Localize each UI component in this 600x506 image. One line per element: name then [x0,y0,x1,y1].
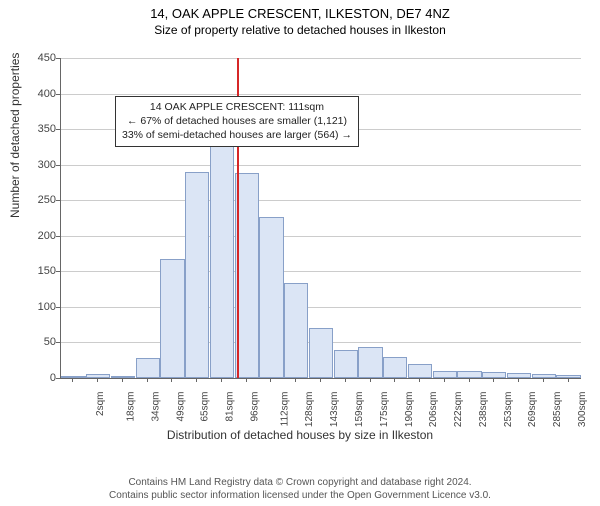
x-tick-mark [320,378,321,382]
y-tick-mark [56,378,60,379]
histogram-bar [334,350,358,378]
x-tick-mark [196,378,197,382]
y-tick-label: 450 [16,52,56,64]
x-tick-mark [122,378,123,382]
x-tick-mark [469,378,470,382]
x-tick-label: 190sqm [404,392,415,428]
histogram-bar [358,347,382,378]
x-tick-label: 175sqm [379,392,390,428]
x-tick-mark [171,378,172,382]
x-tick-label: 222sqm [453,392,464,428]
y-tick-mark [56,307,60,308]
y-tick-mark [56,165,60,166]
y-tick-label: 350 [16,123,56,135]
y-axis-label: Number of detached properties [8,53,22,218]
y-tick-label: 200 [16,230,56,242]
x-tick-mark [147,378,148,382]
histogram-bar [284,283,308,378]
y-tick-mark [56,342,60,343]
x-tick-mark [419,378,420,382]
x-tick-mark [568,378,569,382]
histogram-bar [556,375,580,378]
x-tick-label: 238sqm [478,392,489,428]
annotation-box: 14 OAK APPLE CRESCENT: 111sqm← 67% of de… [115,96,359,147]
x-tick-label: 18sqm [126,392,137,422]
x-tick-mark [518,378,519,382]
x-tick-mark [72,378,73,382]
x-tick-label: 143sqm [329,392,340,428]
x-tick-label: 300sqm [577,392,588,428]
y-tick-mark [56,271,60,272]
y-tick-label: 250 [16,194,56,206]
gridline [61,307,581,308]
y-tick-label: 400 [16,88,56,100]
x-tick-label: 285sqm [552,392,563,428]
footer-line-1: Contains HM Land Registry data © Crown c… [0,476,600,489]
gridline [61,58,581,59]
x-axis-label: Distribution of detached houses by size … [0,428,600,442]
histogram-bar [457,371,481,378]
histogram-bar [259,217,283,378]
x-tick-mark [493,378,494,382]
chart-area: Number of detached properties Distributi… [0,48,600,428]
x-tick-mark [295,378,296,382]
gridline [61,94,581,95]
x-tick-mark [246,378,247,382]
histogram-bar [309,328,333,378]
chart-subtitle: Size of property relative to detached ho… [0,23,600,37]
x-tick-label: 65sqm [200,392,211,422]
histogram-bar [160,259,184,378]
x-tick-mark [97,378,98,382]
x-tick-label: 49sqm [175,392,186,422]
x-tick-mark [543,378,544,382]
x-tick-mark [370,378,371,382]
histogram-bar [433,371,457,378]
x-tick-label: 81sqm [225,392,236,422]
x-tick-mark [394,378,395,382]
histogram-bar [136,358,160,378]
x-tick-label: 96sqm [249,392,260,422]
x-tick-label: 159sqm [354,392,365,428]
chart-title: 14, OAK APPLE CRESCENT, ILKESTON, DE7 4N… [0,6,600,21]
y-tick-label: 50 [16,336,56,348]
x-tick-label: 206sqm [428,392,439,428]
y-tick-mark [56,200,60,201]
x-tick-label: 253sqm [503,392,514,428]
gridline [61,165,581,166]
histogram-bar [210,116,234,378]
gridline [61,236,581,237]
footer-line-2: Contains public sector information licen… [0,489,600,502]
x-tick-label: 112sqm [279,392,290,427]
annotation-line: 33% of semi-detached houses are larger (… [122,128,352,142]
gridline [61,200,581,201]
x-tick-mark [270,378,271,382]
attribution-footer: Contains HM Land Registry data © Crown c… [0,476,600,502]
histogram-bar [532,374,556,378]
y-tick-mark [56,94,60,95]
histogram-bar [408,364,432,378]
x-tick-mark [444,378,445,382]
y-tick-mark [56,129,60,130]
x-tick-mark [345,378,346,382]
annotation-line: 14 OAK APPLE CRESCENT: 111sqm [122,100,352,114]
y-tick-label: 300 [16,159,56,171]
x-tick-label: 2sqm [95,392,106,416]
histogram-bar [111,376,135,378]
y-tick-mark [56,236,60,237]
annotation-line: ← 67% of detached houses are smaller (1,… [122,114,352,128]
x-tick-label: 128sqm [305,392,316,428]
y-tick-label: 0 [16,372,56,384]
y-tick-label: 100 [16,301,56,313]
histogram-bar [383,357,407,378]
gridline [61,271,581,272]
y-tick-mark [56,58,60,59]
y-tick-label: 150 [16,265,56,277]
histogram-bar [185,172,209,378]
x-tick-label: 34sqm [150,392,161,422]
x-tick-mark [221,378,222,382]
x-tick-label: 269sqm [527,392,538,428]
